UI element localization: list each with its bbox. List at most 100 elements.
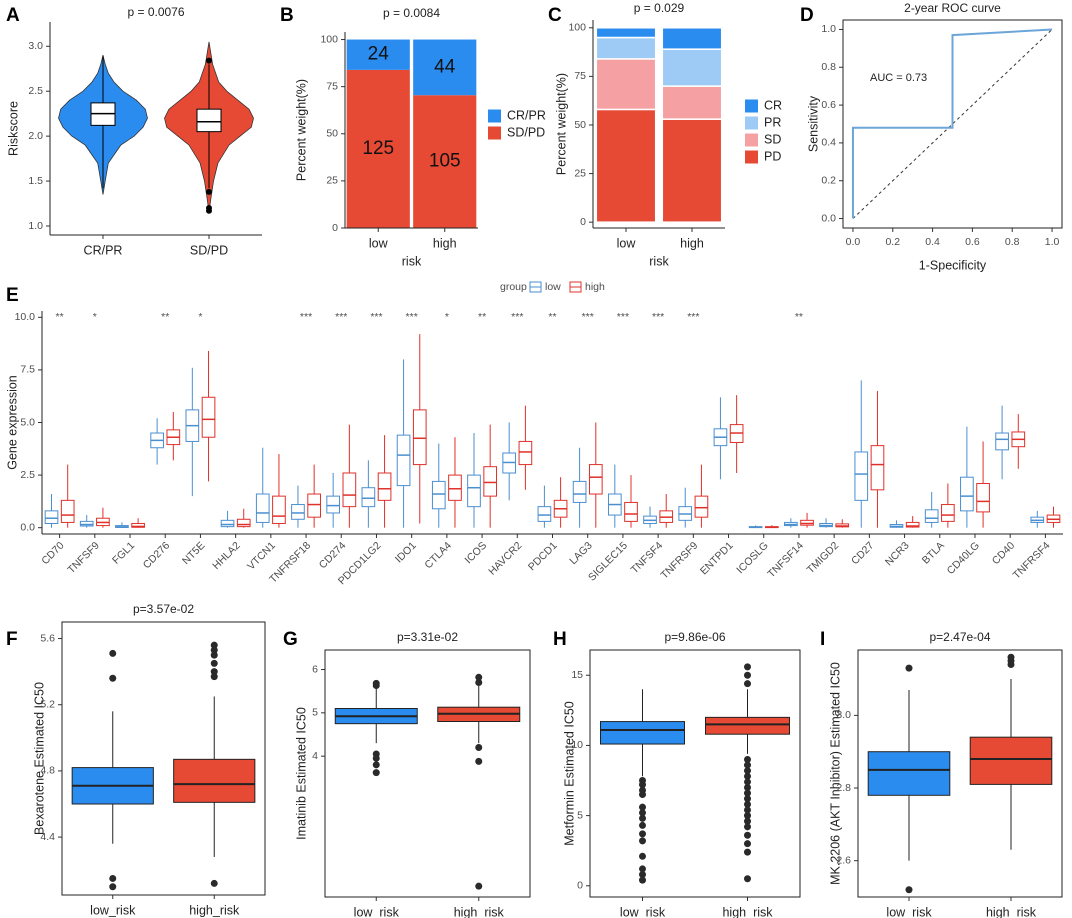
outlier: [744, 755, 751, 763]
box: [44, 510, 59, 524]
y-tick-label: 6: [312, 663, 318, 675]
outlier: [744, 795, 751, 803]
x-tick-label: low_risk: [620, 905, 666, 918]
box: [291, 504, 305, 520]
box: [201, 396, 216, 438]
y-axis-title: Percent weight(%): [554, 73, 568, 175]
x-tick-label: CTLA4: [422, 539, 454, 571]
x-tick-label: TNFSF14: [765, 539, 806, 580]
x-tick-label: high_risk: [454, 905, 505, 918]
y-tick-label: 50: [326, 128, 338, 140]
significance: *: [93, 311, 97, 323]
outlier: [744, 812, 751, 820]
x-tick-label: ENTPD1: [698, 539, 736, 577]
panel-letter: E: [6, 285, 19, 306]
y-axis-title: Riskscore: [6, 101, 20, 156]
box: [307, 493, 321, 518]
outlier: [210, 641, 218, 649]
y-tick-label: 100: [568, 22, 586, 34]
outlier: [639, 865, 646, 873]
y-tick-label: 100: [320, 33, 338, 45]
outlier: [639, 791, 646, 799]
y-tick-label: 0.8: [821, 61, 836, 73]
significance: ***: [335, 311, 347, 323]
y-tick-label: 5.0: [20, 416, 35, 428]
box: [976, 483, 990, 513]
y-axis-title: Bexarotene Estimated IC50: [32, 682, 46, 835]
outlier: [475, 744, 483, 751]
significance: **: [795, 311, 803, 323]
outlier: [744, 806, 751, 814]
y-axis-title: Sensitivity: [806, 95, 820, 152]
y-axis-title: Percent weight(%): [294, 79, 308, 181]
significance: **: [161, 311, 169, 323]
bar-segment: [346, 39, 410, 70]
reference-diagonal: [852, 29, 1053, 219]
x-tick-label: high_risk: [986, 905, 1037, 918]
box: [412, 409, 427, 466]
box: [79, 520, 94, 527]
outlier: [905, 664, 913, 672]
y-tick-label: 10.0: [15, 311, 36, 323]
y-tick-label: 1.0: [28, 220, 43, 232]
legend-title: group: [500, 281, 527, 293]
x-tick-label: 0.4: [925, 236, 940, 248]
box: [960, 476, 974, 512]
outlier: [206, 207, 212, 214]
outlier: [744, 680, 751, 688]
significance: ***: [652, 311, 664, 323]
legend-swatch: [488, 109, 501, 123]
box: [854, 451, 869, 501]
y-tick-label: 10: [571, 739, 583, 751]
x-tick-label: 0.2: [885, 236, 900, 248]
box: [924, 509, 939, 523]
significance: *: [198, 311, 202, 323]
outlier: [905, 886, 913, 894]
x-tick-label: CD274: [317, 539, 349, 571]
legend-label: CR/PR: [507, 108, 546, 122]
box: [396, 434, 411, 487]
outlier: [744, 848, 751, 856]
outlier: [639, 852, 646, 860]
y-tick-label: 7.5: [20, 364, 35, 376]
x-tick-label: IDO1: [393, 539, 419, 565]
y-tick-label: 15: [571, 669, 583, 681]
y-tick-label: 0: [332, 222, 338, 234]
y-tick-label: 5.2: [40, 699, 55, 711]
x-tick-label: low_risk: [354, 905, 400, 918]
x-tick-label: 0.8: [1005, 236, 1020, 248]
y-tick-label: 4.8: [40, 765, 55, 777]
y-tick-label: 0.0: [821, 212, 836, 224]
x-tick-label: high_risk: [722, 905, 773, 918]
bar-segment: [661, 118, 723, 223]
x-tick-label: CR/PR: [84, 243, 123, 257]
legend-label: low: [545, 281, 561, 293]
data-label: 44: [434, 56, 456, 77]
outlier: [372, 754, 380, 762]
chart-title: p=2.47e-04: [929, 630, 990, 644]
x-tick-label: high_risk: [189, 903, 240, 917]
y-tick-label: 75: [574, 70, 586, 82]
x-tick-label: NT5E: [180, 540, 207, 567]
box: [173, 758, 256, 803]
outlier: [639, 821, 646, 829]
x-axis-title: risk: [649, 254, 669, 268]
legend-swatch: [488, 126, 501, 140]
y-axis-title: MK.2206 (AKT Inhibitor) Estimated IC50: [828, 662, 842, 885]
plot-frame: [842, 19, 1063, 229]
chart-title: p=3.31e-02: [397, 630, 458, 644]
x-axis-title: 1-Specificity: [919, 258, 987, 272]
roc-curve: [851, 28, 1053, 219]
x-tick-label: TNFRSF9: [659, 539, 701, 581]
y-tick-label: 0.4: [821, 137, 836, 149]
outlier: [639, 830, 646, 838]
x-tick-label: low: [369, 236, 389, 250]
outlier: [475, 882, 483, 890]
outlier: [210, 668, 218, 676]
x-tick-label: FGL1: [110, 539, 137, 566]
outlier: [372, 682, 380, 690]
box: [467, 474, 481, 508]
x-tick-label: SD/PD: [190, 243, 228, 257]
box: [483, 466, 498, 497]
